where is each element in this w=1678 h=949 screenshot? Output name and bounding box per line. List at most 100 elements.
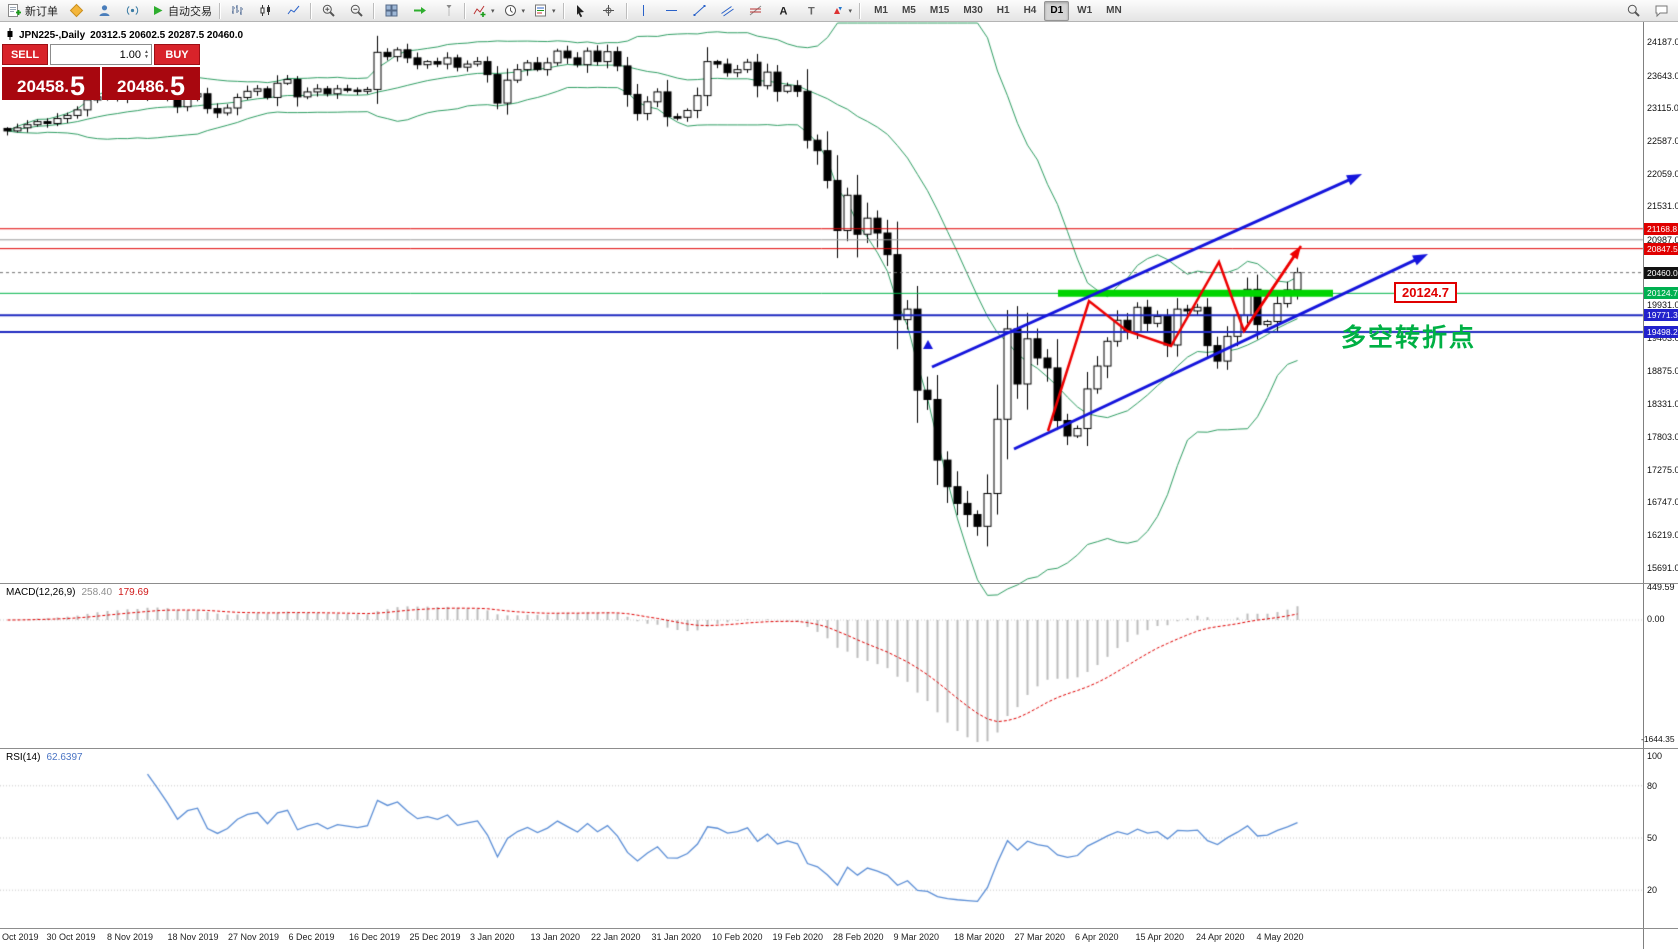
turning-point-text[interactable]: 多空转折点: [1341, 324, 1477, 352]
tile-windows-button[interactable]: [377, 0, 405, 22]
svg-text:T: T: [808, 6, 815, 18]
auto-scroll-button[interactable]: [405, 0, 433, 22]
candlestick-chart-button[interactable]: [251, 0, 279, 22]
price-axis-label: 16219.0: [1647, 530, 1678, 541]
text-icon: A: [776, 3, 791, 18]
chat-button[interactable]: [1647, 0, 1675, 22]
autotrade-button[interactable]: 自动交易: [146, 0, 216, 22]
zoom-out-button[interactable]: [342, 0, 370, 22]
chat-icon: [1654, 3, 1669, 18]
fibonacci-icon: [748, 3, 763, 18]
text-button[interactable]: A: [770, 0, 798, 22]
line-chart-icon: [286, 3, 301, 18]
arrows-button[interactable]: ▾: [826, 0, 857, 22]
timeframe-button-m1[interactable]: M1: [874, 5, 888, 16]
line-chart-button[interactable]: [279, 0, 307, 22]
price-axis-label: 19931.0: [1647, 300, 1678, 311]
sell-button[interactable]: SELL: [2, 44, 48, 65]
rsi-value: 62.6397: [46, 752, 83, 763]
templates-button[interactable]: ▾: [529, 0, 560, 22]
date-axis-label: 30 Oct 2019: [46, 932, 96, 942]
buy-price-display[interactable]: 20486. 5: [102, 67, 200, 100]
level-price-label[interactable]: 20124.7: [1394, 282, 1457, 303]
cursor-button[interactable]: [567, 0, 595, 22]
timeframe-toolbar: M1 M5 M15 M30 H1 H4 D1 W1 MN: [867, 0, 1129, 21]
timeframe-button-h4[interactable]: H4: [1023, 5, 1037, 16]
price-tag-19498.2: 19498.2: [1644, 326, 1678, 339]
timeframe-button-w1[interactable]: W1: [1077, 5, 1093, 16]
dropdown-caret-icon: ▾: [491, 7, 495, 15]
buy-button[interactable]: BUY: [154, 44, 200, 65]
vertical-line-icon: [636, 3, 651, 18]
new-order-button[interactable]: 新订单: [3, 0, 62, 22]
autotrade-label: 自动交易: [168, 5, 212, 18]
volume-input[interactable]: 1.00 ▲ ▼: [50, 44, 152, 65]
toolbar-separator: [310, 2, 311, 19]
panel-separator-rsi[interactable]: [0, 748, 1678, 749]
buy-price-main: 20486.: [116, 77, 169, 96]
zoom-in-icon: [321, 3, 336, 18]
trendline-button[interactable]: [686, 0, 714, 22]
timeframe-button-mn[interactable]: MN: [1106, 5, 1122, 16]
timeframe-button-m30[interactable]: M30: [963, 5, 983, 16]
macd-axis-max: 449.59: [1647, 582, 1675, 592]
spinner-up-icon[interactable]: ▲: [144, 48, 149, 55]
autotrade-play-icon: [150, 3, 165, 18]
chart-title: JPN225-,Daily 20312.5 20602.5 20287.5 20…: [6, 28, 243, 43]
sell-price-big-digit: 5: [69, 71, 86, 101]
bar-chart-button[interactable]: [223, 0, 251, 22]
date-axis-label: 6 Dec 2019: [288, 932, 335, 942]
indicators-icon: [472, 3, 487, 18]
price-axis-label: 15691.0: [1647, 562, 1678, 573]
metaquotes-button[interactable]: [62, 0, 90, 22]
price-axis-label: 24187.0: [1647, 36, 1678, 47]
sell-price-display[interactable]: 20458. 5: [2, 67, 100, 100]
date-axis-label: 3 Jan 2020: [470, 932, 515, 942]
panel-separator-macd[interactable]: [0, 583, 1678, 584]
svg-text:A: A: [780, 6, 788, 18]
profile-button[interactable]: [90, 0, 118, 22]
text-label-button[interactable]: T: [798, 0, 826, 22]
price-tag-20124.7: 20124.7: [1644, 287, 1678, 300]
search-button[interactable]: [1619, 0, 1647, 22]
horizontal-line-button[interactable]: [658, 0, 686, 22]
dropdown-caret-icon: ▾: [521, 7, 526, 15]
zoom-in-button[interactable]: [314, 0, 342, 22]
rsi-axis-100: 100: [1647, 751, 1663, 761]
date-axis-label: 18 Nov 2019: [167, 932, 219, 942]
timeframe-button-m15[interactable]: M15: [929, 5, 950, 16]
date-axis-label: 18 Mar 2020: [954, 932, 1005, 942]
channel-button[interactable]: [714, 0, 742, 22]
date-axis[interactable]: Oct 2019 30 Oct 2019 8 Nov 2019 18 Nov 2019…: [0, 929, 1643, 949]
template-icon: [533, 3, 548, 18]
chart-shift-button[interactable]: [433, 0, 461, 22]
chart-title-candle-icon: [6, 28, 14, 43]
price-axis-label: 18875.0: [1647, 365, 1678, 376]
macd-axis-zero: 0.00: [1647, 614, 1665, 624]
price-axis[interactable]: 449.59 0.00 -1644.35 100 80 50 20 24187.…: [1641, 0, 1678, 949]
date-axis-label: 22 Jan 2020: [591, 932, 641, 942]
date-axis-label: 9 Mar 2020: [893, 932, 940, 942]
volume-spinner[interactable]: ▲ ▼: [144, 48, 149, 60]
sell-price-main: 20458.: [16, 77, 69, 96]
periods-button[interactable]: ▾: [499, 0, 530, 22]
price-axis-label: 23115.0: [1647, 103, 1678, 114]
crosshair-button[interactable]: [595, 0, 623, 22]
spinner-down-icon[interactable]: ▼: [144, 53, 149, 60]
price-tag-20847.5: 20847.5: [1644, 242, 1678, 255]
date-axis-label: 16 Dec 2019: [349, 932, 401, 942]
timeframe-button-m5[interactable]: M5: [901, 5, 916, 16]
zoom-out-icon: [349, 3, 364, 18]
fibonacci-button[interactable]: [742, 0, 770, 22]
indicators-button[interactable]: ▾: [468, 0, 499, 22]
price-axis-label: 22587.0: [1647, 135, 1678, 146]
price-axis-label: 17803.0: [1647, 432, 1678, 443]
timeframe-button-h1[interactable]: H1: [996, 5, 1010, 16]
dropdown-caret-icon: ▾: [848, 7, 853, 15]
broadcast-button[interactable]: [118, 0, 146, 22]
cursor-icon: [573, 3, 588, 18]
toolbar-separator: [625, 2, 627, 19]
timeframe-button-d1[interactable]: D1: [1044, 0, 1070, 21]
vertical-line-button[interactable]: [630, 0, 658, 22]
